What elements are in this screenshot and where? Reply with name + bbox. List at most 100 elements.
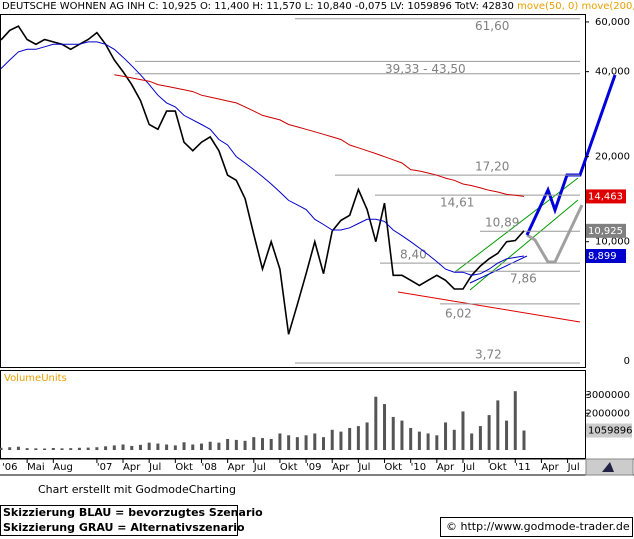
y-tick-label: 10,000 bbox=[595, 237, 630, 248]
price-line bbox=[0, 25, 525, 335]
volume-bar bbox=[95, 447, 99, 450]
volume-bar bbox=[199, 443, 203, 450]
price-frame bbox=[0, 14, 586, 368]
volume-bar bbox=[356, 426, 360, 450]
button-icon bbox=[602, 462, 614, 472]
x-tick-label: '10 bbox=[411, 462, 426, 473]
y-tick-label: 20,000 bbox=[595, 152, 630, 163]
volume-bar bbox=[513, 391, 517, 450]
moving-average bbox=[0, 41, 525, 276]
x-tick-label: Apr bbox=[541, 462, 559, 473]
volume-bar bbox=[435, 435, 439, 450]
x-tick-label: '06 bbox=[2, 462, 17, 473]
source-box bbox=[440, 517, 633, 537]
legend-box bbox=[0, 505, 238, 536]
volume-bar bbox=[470, 433, 474, 450]
source: © http://www.godmode-trader.de bbox=[446, 520, 630, 533]
trend-line bbox=[397, 291, 581, 323]
volume-bar bbox=[69, 448, 73, 450]
volume-bar bbox=[322, 437, 326, 450]
level-label: 8,40 bbox=[400, 248, 427, 262]
volume-bar bbox=[130, 445, 134, 450]
volume-bar bbox=[77, 447, 81, 450]
x-tick-label: Mai bbox=[27, 462, 45, 473]
volume-bar bbox=[208, 441, 212, 450]
level-label: 6,02 bbox=[445, 306, 472, 320]
x-tick-label: '09 bbox=[306, 462, 321, 473]
volume-bar bbox=[165, 444, 169, 450]
volume-bar bbox=[478, 426, 482, 450]
legend-blue: Skizzierung BLAU = bevorzugtes Szenario bbox=[3, 506, 263, 519]
volume-bar bbox=[278, 433, 282, 450]
value-flag bbox=[586, 248, 626, 263]
y-tick-label: 0 bbox=[624, 356, 630, 367]
credit: Chart erstellt mit GodmodeCharting bbox=[38, 483, 236, 496]
volume-bar bbox=[138, 444, 142, 450]
volume-bar bbox=[234, 439, 238, 450]
volume-bar bbox=[182, 442, 186, 450]
y-tick-label: 3000000 bbox=[585, 390, 630, 401]
level-label: 7,86 bbox=[510, 272, 537, 286]
value-flag bbox=[586, 423, 632, 438]
volume-bar bbox=[391, 416, 395, 450]
volume-bar bbox=[51, 447, 55, 450]
volume-bar bbox=[339, 431, 343, 450]
volume-bar bbox=[112, 445, 116, 450]
x-tick-label: Apr bbox=[437, 462, 455, 473]
legend-entry: move(200, 0) bbox=[581, 1, 634, 12]
volume-bar bbox=[487, 415, 491, 450]
level-label: 10,89 bbox=[485, 216, 519, 230]
x-tick-label: Apr bbox=[332, 462, 350, 473]
volume-bar bbox=[409, 427, 413, 450]
x-tick-label: '08 bbox=[201, 462, 216, 473]
trend-line bbox=[469, 255, 528, 284]
x-tick-label: Jul bbox=[462, 462, 475, 473]
volume-bar bbox=[121, 444, 125, 450]
volume-bar bbox=[60, 448, 64, 450]
value-flag bbox=[586, 223, 626, 238]
volume-bar bbox=[217, 442, 221, 450]
volume-bar bbox=[330, 429, 334, 450]
value-flag-label: 10,925 bbox=[588, 226, 623, 237]
volume-bar bbox=[287, 435, 291, 450]
x-tick-label: Okt bbox=[175, 462, 193, 473]
volume-bar bbox=[461, 411, 465, 450]
level-label: 14,61 bbox=[440, 196, 474, 210]
volume-bar bbox=[400, 420, 404, 450]
volume-title: VolumeUnits bbox=[4, 373, 67, 384]
volume-bar bbox=[374, 396, 378, 450]
level-label: 39,33 - 43,50 bbox=[385, 62, 466, 76]
x-tick-label: '11 bbox=[515, 462, 530, 473]
volume-bar bbox=[304, 435, 308, 450]
x-tick-label: '07 bbox=[97, 462, 112, 473]
volume-bar bbox=[43, 448, 47, 450]
x-tick-label: Aug bbox=[53, 462, 73, 473]
x-tick-label: Apr bbox=[228, 462, 246, 473]
volume-bar bbox=[383, 404, 387, 450]
level-label: 3,72 bbox=[475, 347, 502, 361]
x-tick-label: Jul bbox=[567, 462, 580, 473]
volume-bar bbox=[269, 438, 273, 450]
scenario-blue bbox=[525, 74, 617, 236]
volume-bar bbox=[252, 437, 256, 450]
volume-bar bbox=[522, 430, 526, 450]
volume-bar bbox=[86, 447, 90, 450]
value-flag bbox=[586, 189, 626, 204]
volume-bar bbox=[365, 422, 369, 450]
volume-bar bbox=[417, 431, 421, 450]
value-flag-label: 8,899 bbox=[588, 251, 617, 262]
volume-bar bbox=[313, 433, 317, 450]
volume-bar bbox=[16, 446, 20, 450]
x-tick-label: Jul bbox=[253, 462, 266, 473]
volume-bar bbox=[147, 442, 151, 450]
level-label: 17,20 bbox=[475, 160, 509, 174]
volume-bar bbox=[243, 440, 247, 450]
volume-bar bbox=[191, 444, 195, 450]
volume-bar bbox=[260, 438, 264, 450]
y-tick-label: 2000000 bbox=[585, 408, 630, 419]
level-label: 61,60 bbox=[475, 19, 509, 33]
header: DEUTSCHE WOHNEN AG INH C: 10,925 O: 11,4… bbox=[2, 1, 634, 12]
x-tick-label: Apr bbox=[123, 462, 141, 473]
volume-bar bbox=[348, 427, 352, 450]
